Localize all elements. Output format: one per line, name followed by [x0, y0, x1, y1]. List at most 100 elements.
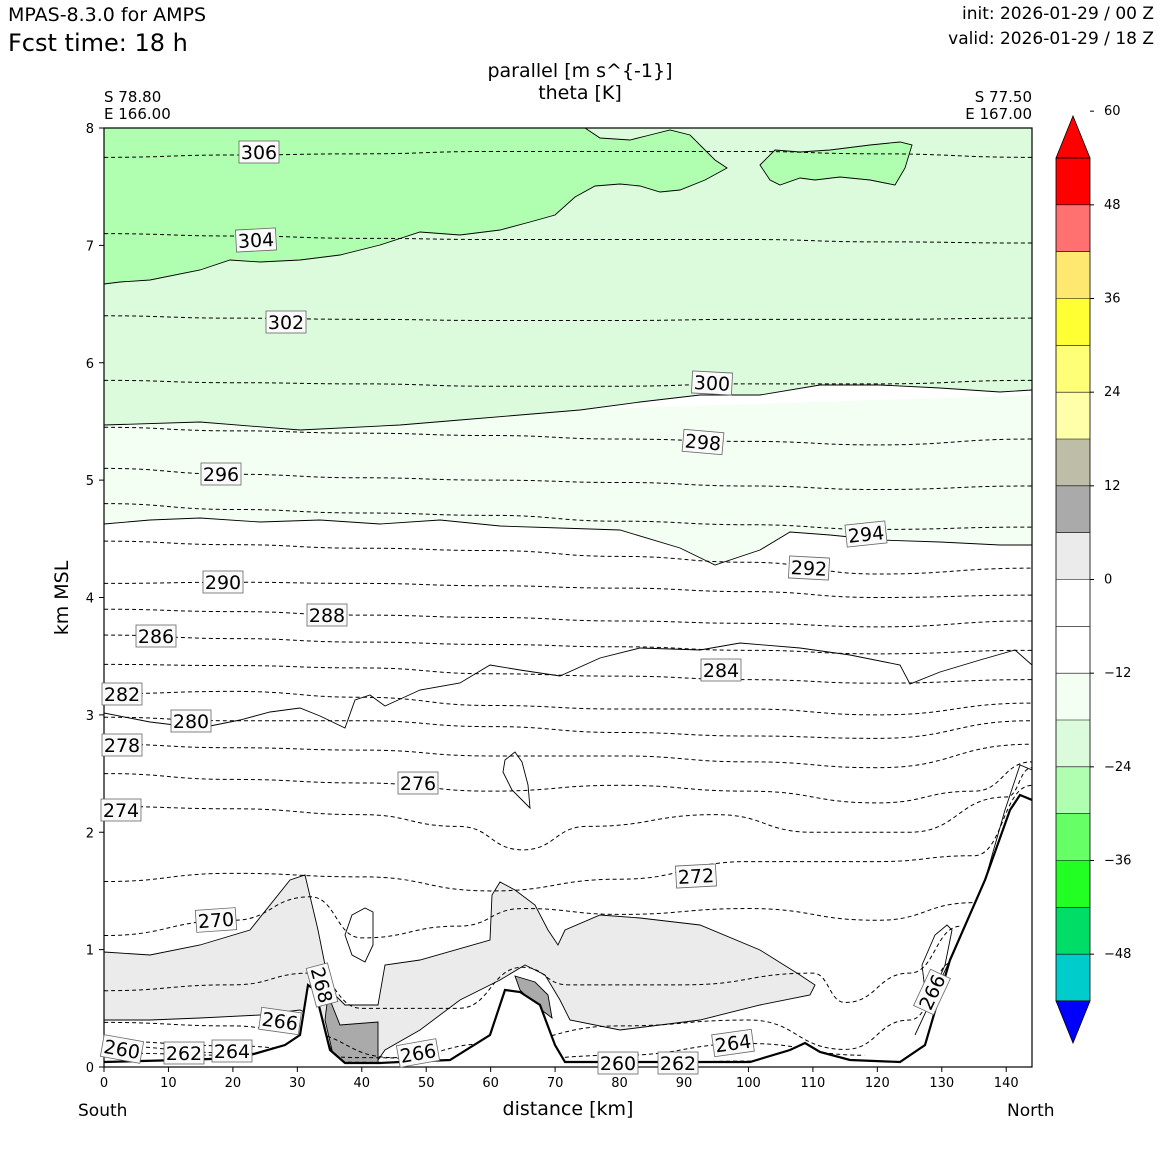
wind-boundary-minus-24 — [104, 128, 728, 285]
y-tick-label: 6 — [86, 357, 94, 372]
theta-label-box — [258, 1006, 302, 1036]
theta-label-box — [101, 733, 143, 757]
theta-label-box — [265, 310, 307, 334]
valid-time: valid: 2026-01-29 / 18 Z — [948, 29, 1154, 49]
theta-label-box — [691, 370, 733, 396]
wind-boundary-minus-18 — [104, 384, 1032, 431]
theta-label-text: 264 — [214, 1041, 250, 1063]
theta-label-text: 290 — [205, 572, 241, 594]
theta-label-text: 306 — [241, 142, 277, 164]
theta-label-text: 278 — [104, 735, 140, 757]
wind-contour-north-slope — [914, 764, 1032, 1036]
theta-label-text: 294 — [847, 522, 885, 548]
colorbar-segment — [1056, 204, 1090, 252]
plot-title: parallel [m s^{-1}] theta [K] — [380, 60, 780, 104]
theta-label-text: 260 — [600, 1053, 636, 1075]
theta-contour-302 — [104, 315, 1032, 321]
theta-label-box — [597, 1051, 639, 1075]
theta-label: 288 — [306, 603, 348, 627]
colorbar-segment — [1056, 813, 1090, 861]
colorbar-segment — [1056, 298, 1090, 346]
right-end-lat: S 77.50 — [974, 88, 1032, 106]
theta-label: 284 — [700, 658, 742, 682]
theta-label-text: 288 — [309, 605, 345, 627]
colorbar-segment — [1056, 860, 1090, 908]
theta-label: 280 — [170, 709, 212, 733]
theta-label-box — [163, 1041, 205, 1065]
init-time: init: 2026-01-29 / 00 Z — [961, 4, 1154, 24]
x-axis: 0 10 20 30 40 50 60 70 80 90 100 110 120 130 140 — [100, 1067, 1019, 1091]
theta-label-box — [700, 658, 742, 682]
x-tick-label: 50 — [418, 1076, 435, 1091]
colorbar-tick-label: 36 — [1104, 292, 1121, 307]
colorbar-segment — [1056, 766, 1090, 814]
theta-label-text: 286 — [138, 626, 174, 648]
theta-label: 266 — [395, 1038, 441, 1068]
y-tick-label: 3 — [86, 709, 94, 724]
colorbar-segment — [1056, 392, 1090, 439]
theta-label-box — [135, 624, 177, 648]
y-axis-label: km MSL — [51, 560, 73, 636]
theta-label-box — [200, 462, 242, 486]
theta-contour-282 — [104, 690, 1032, 716]
theta-contour-labels: 260 262 2642662682702722742762782802822842… — [99, 140, 951, 1075]
theta-label: 264 — [711, 1028, 755, 1057]
colorbar-tick-label: 60 — [1104, 104, 1121, 119]
forecast-time: Fcst time: 18 h — [8, 29, 188, 57]
theta-label-box — [101, 682, 143, 706]
y-tick-label: 5 — [86, 474, 94, 489]
theta-label: 266 — [258, 1006, 302, 1036]
theta-label: 262 — [657, 1051, 699, 1075]
theta-contour-300 — [104, 379, 1032, 387]
theta-contour-296 — [104, 467, 1032, 491]
colorbar-segment — [1056, 579, 1090, 627]
theta-contour-276 — [104, 761, 1032, 804]
theta-label-box — [100, 798, 142, 822]
theta-label-text: 276 — [400, 773, 436, 795]
y-tick-label: 1 — [86, 944, 94, 959]
colorbar-segment — [1056, 158, 1090, 205]
colorbar-tick-label: 0 — [1104, 573, 1112, 588]
colorbar-tick-label: 24 — [1104, 385, 1121, 400]
colorbar-tick-label: −24 — [1104, 760, 1131, 775]
x-tick-label: 70 — [547, 1076, 564, 1091]
theta-label-text: 274 — [103, 800, 139, 822]
theta-contour-290 — [104, 581, 1032, 599]
left-end-lon: E 166.00 — [104, 105, 171, 123]
wind-fill-minus-24-patch — [759, 141, 913, 186]
theta-label-text: 266 — [260, 1009, 299, 1036]
theta-label: 304 — [235, 227, 277, 253]
theta-label-text: 262 — [166, 1043, 202, 1065]
theta-label-box — [788, 555, 830, 581]
theta-label-text: 296 — [203, 464, 239, 486]
x-tick-label: 30 — [289, 1076, 306, 1091]
theta-label-text: 300 — [693, 372, 730, 396]
theta-contour-278 — [104, 743, 1032, 769]
x-tick-label: 80 — [611, 1076, 628, 1091]
theta-label-box — [211, 1039, 253, 1063]
theta-label-text: 262 — [660, 1053, 696, 1075]
theta-label: 260 — [597, 1051, 639, 1075]
colorbar-segment — [1056, 954, 1090, 1001]
colorbar-tick-label: −48 — [1104, 947, 1131, 962]
theta-label-box — [657, 1051, 699, 1075]
x-tick-label: 20 — [225, 1076, 242, 1091]
theta-label-box — [913, 968, 951, 1016]
theta-contour-280 — [104, 716, 1032, 739]
theta-label: 276 — [397, 771, 439, 795]
theta-label: 302 — [265, 310, 307, 334]
theta-label-box — [238, 140, 280, 164]
theta-label-text: 298 — [684, 430, 722, 455]
x-tick-label: 40 — [354, 1076, 371, 1091]
terrain-outline — [104, 793, 1032, 1065]
colorbar-segment — [1056, 251, 1090, 299]
right-end-lon: E 167.00 — [965, 105, 1032, 123]
theta-label-text: 304 — [237, 229, 274, 253]
theta-contour-268 — [104, 925, 962, 1009]
theta-label-box — [395, 1038, 441, 1068]
model-title: MPAS-8.3.0 for AMPS — [8, 4, 207, 26]
theta-label: 286 — [135, 624, 177, 648]
theta-contour-298 — [104, 426, 1032, 446]
theta-label-text: 284 — [703, 660, 739, 682]
